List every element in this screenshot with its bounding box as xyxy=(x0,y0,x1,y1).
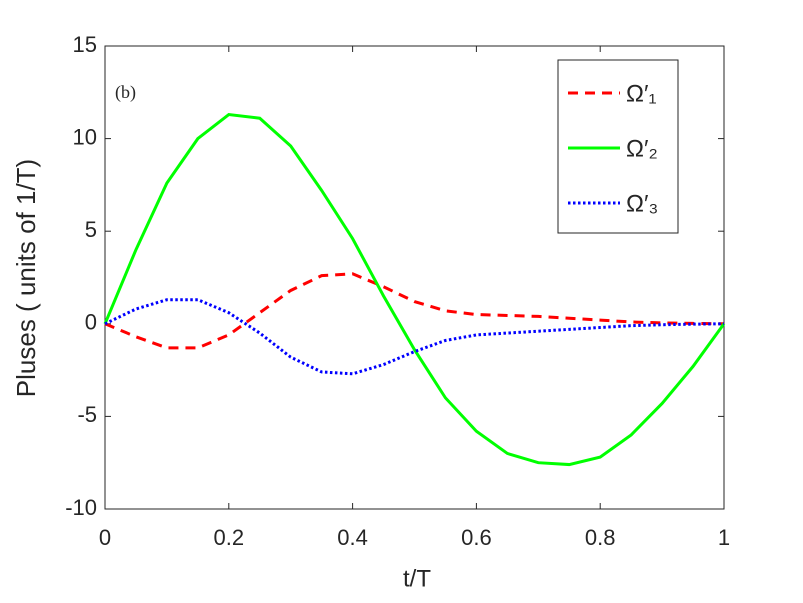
series-line xyxy=(104,298,725,376)
y-tick-label: -5 xyxy=(77,402,97,427)
x-tick-label: 0.6 xyxy=(461,525,492,550)
series-line xyxy=(103,112,726,467)
legend-label: Ω′₁ xyxy=(626,80,657,107)
annotation: (b) xyxy=(115,82,136,103)
y-tick-label: 15 xyxy=(73,32,97,57)
y-tick-label: -10 xyxy=(65,495,97,520)
x-tick-label: 0.8 xyxy=(585,525,616,550)
y-tick-label: 10 xyxy=(73,124,97,149)
y-axis-label: Pluses ( units of 1/T) xyxy=(11,159,41,397)
x-tick-label: 0.2 xyxy=(214,525,245,550)
legend-label: Ω′₂ xyxy=(626,135,658,162)
x-tick-label: 0.4 xyxy=(337,525,368,550)
series-line xyxy=(104,272,725,350)
x-axis-label: t/T xyxy=(403,565,431,592)
plot-frame xyxy=(104,45,725,510)
x-tick-label: 1 xyxy=(718,525,730,550)
x-tick-label: 0 xyxy=(99,525,111,550)
y-tick-label: 0 xyxy=(85,310,97,335)
legend-label: Ω′₃ xyxy=(626,190,658,217)
y-tick-label: 5 xyxy=(85,217,97,242)
